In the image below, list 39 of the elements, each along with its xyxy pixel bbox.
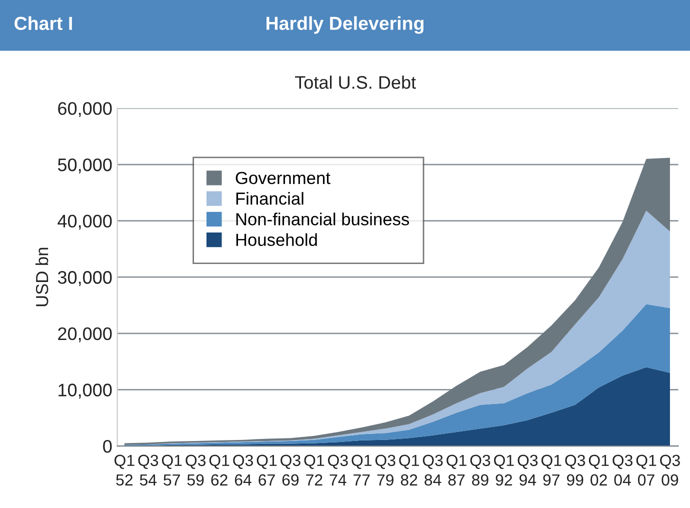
x-tick-label: Q3 64: [233, 454, 253, 486]
y-tick-label: 0: [103, 440, 112, 453]
x-tick-label: Q3 94: [518, 454, 538, 486]
x-tick-label: Q3 04: [612, 454, 632, 486]
x-tick-label: Q3 89: [470, 454, 490, 486]
x-tick-label: Q3 59: [186, 454, 206, 486]
y-tick-label: 50,000: [58, 158, 112, 174]
x-tick-label: Q1 72: [304, 454, 324, 486]
x-tick-label: Q1 82: [399, 454, 419, 486]
x-tick-label: Q1 77: [352, 454, 372, 486]
x-tick-label: Q1 07: [636, 454, 656, 486]
x-tick-label: Q3 74: [328, 454, 348, 486]
x-tick-label: Q1 87: [446, 454, 466, 486]
x-tick-label: Q3 09: [660, 454, 680, 486]
y-tick-label: 30,000: [58, 271, 112, 286]
x-tick-label: Q3 79: [375, 454, 396, 486]
x-tick-label: Q1 02: [588, 454, 609, 486]
legend-label: Government: [236, 172, 330, 184]
y-axis-title: USD bn: [35, 248, 48, 306]
y-tick-label: 60,000: [58, 102, 112, 118]
x-tick-label: Q3 69: [280, 454, 300, 486]
x-tick-label: Q3 84: [422, 454, 443, 486]
x-tick-label: Q1 52: [114, 454, 134, 486]
text: Chart I: [14, 16, 72, 30]
y-tick-label: 10,000: [58, 384, 112, 399]
y-tick-label: 40,000: [58, 214, 112, 230]
legend-label: Non-financial business: [236, 212, 410, 226]
x-tick-label: Q1 67: [256, 454, 277, 486]
chart-subtitle: Total U.S. Debt: [295, 76, 416, 89]
chart-title: Hardly Delevering: [266, 16, 424, 34]
x-tick-label: Q1 57: [162, 454, 182, 486]
x-tick-label: Q3 99: [565, 454, 586, 486]
legend-label: Financial: [236, 192, 304, 205]
legend-label: Household: [236, 233, 317, 246]
y-tick-label: 20,000: [58, 327, 112, 342]
x-tick-label: Q1 97: [541, 454, 562, 486]
x-tick-label: Q3 54: [138, 454, 158, 486]
x-tick-label: Q1 92: [494, 454, 514, 486]
x-tick-label: Q1 62: [209, 454, 230, 486]
